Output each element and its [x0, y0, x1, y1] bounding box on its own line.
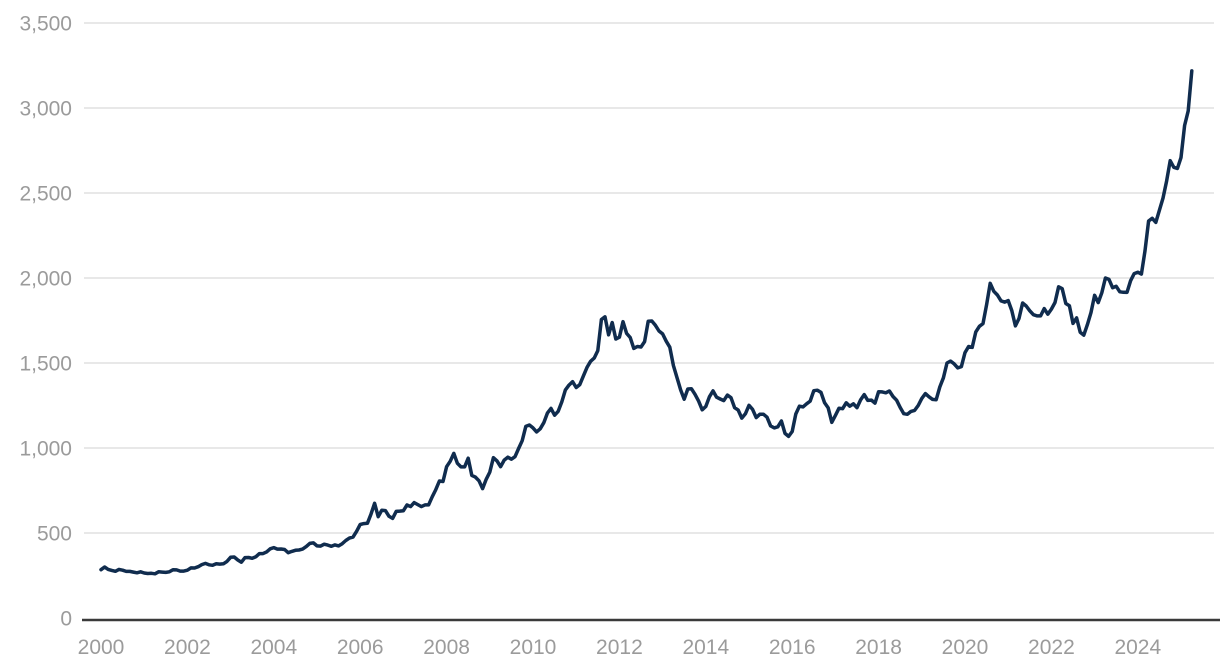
x-axis-tick-label: 2002: [164, 636, 211, 659]
y-axis-tick-label: 3,000: [19, 98, 72, 121]
x-axis-tick-label: 2000: [78, 636, 125, 659]
x-axis-tick-label: 2010: [510, 636, 557, 659]
y-axis-tick-label: 3,500: [19, 13, 72, 36]
y-axis-tick-label: 2,000: [19, 268, 72, 291]
price-line-series: [99, 69, 1194, 576]
y-axis-tick-label: 1,500: [19, 353, 72, 376]
x-axis-tick-label: 2008: [423, 636, 470, 659]
x-axis-tick-label: 2014: [682, 636, 729, 659]
x-axis-tick-label: 2018: [855, 636, 902, 659]
y-axis-tick-label: 500: [37, 523, 72, 546]
x-axis-tick-label: 2020: [942, 636, 989, 659]
x-axis-tick-label: 2006: [337, 636, 384, 659]
y-axis-tick-label: 0: [60, 608, 72, 631]
x-axis-tick-label: 2012: [596, 636, 643, 659]
x-axis-tick-label: 2004: [250, 636, 297, 659]
x-axis-tick-label: 2022: [1028, 636, 1075, 659]
y-axis-tick-label: 1,000: [19, 438, 72, 461]
x-axis-tick-label: 2016: [769, 636, 816, 659]
y-axis-tick-label: 2,500: [19, 183, 72, 206]
x-axis-tick-label: 2024: [1114, 636, 1161, 659]
